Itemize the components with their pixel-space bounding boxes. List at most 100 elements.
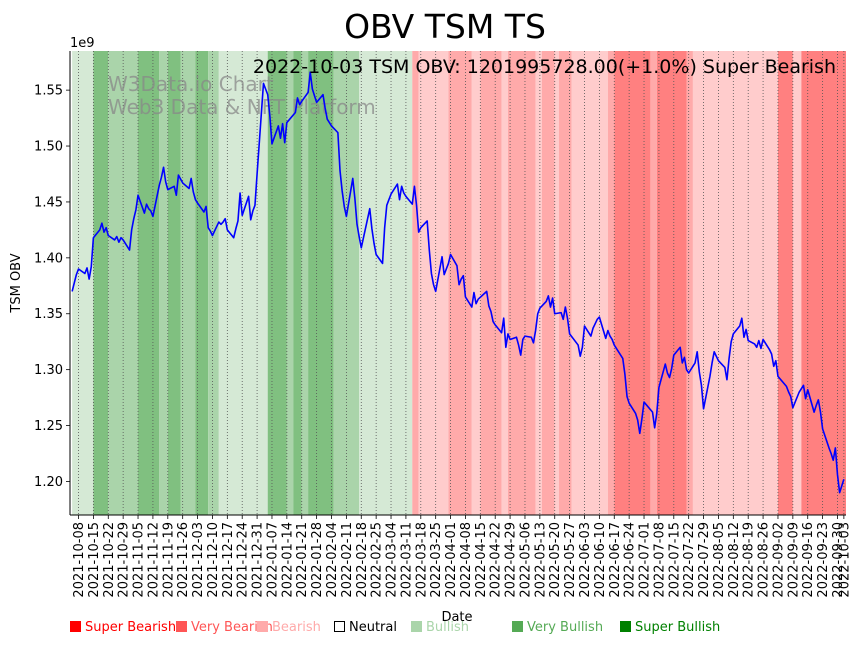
legend-item: Very Bullish (512, 620, 603, 635)
x-tick-label: 2021-10-15 (87, 522, 102, 598)
x-tick-label: 2022-09-23 (816, 522, 831, 598)
watermark: W3Data.io Chart Web3 Data & NFT Platform (108, 72, 376, 119)
x-tick-label: 2022-07-29 (697, 522, 712, 598)
legend-label: Very Bullish (527, 620, 604, 635)
x-tick-label: 2022-07-01 (638, 522, 653, 598)
x-tick-label: 2022-10-03 (837, 522, 852, 598)
legend-label: Super Bullish (635, 620, 721, 635)
x-tick-label: 2022-02-18 (355, 522, 370, 598)
x-tick-label: 2022-08-19 (742, 522, 757, 598)
x-tick-label: 2021-11-12 (146, 522, 161, 598)
legend-swatch (70, 621, 81, 632)
x-tick-label: 2022-06-24 (623, 522, 638, 598)
x-tick-label: 2022-03-18 (414, 522, 429, 598)
x-tick-label: 2022-01-21 (295, 522, 310, 598)
y-tick-label: 1.35 (34, 307, 63, 322)
axes-frame (69, 51, 846, 516)
x-tick-label: 2022-08-12 (727, 522, 742, 598)
x-tick-label: 2022-07-22 (682, 522, 697, 598)
band-20 (471, 51, 481, 515)
x-axis-label: Date (441, 610, 472, 625)
band-26 (554, 51, 559, 515)
legend-item: Bullish (411, 620, 469, 635)
band-12 (293, 51, 302, 515)
x-tick-label: 2021-12-17 (221, 522, 236, 598)
x-tick-label: 2022-09-09 (786, 522, 801, 598)
x-tick-label: 2021-11-26 (176, 522, 191, 598)
x-tick-label: 2021-11-05 (132, 522, 147, 598)
band-37 (801, 51, 846, 515)
band-22 (501, 51, 508, 515)
legend-swatch (257, 621, 268, 632)
x-tick-label: 2021-10-29 (117, 522, 132, 598)
x-tick-label: 2021-12-24 (236, 522, 251, 598)
y-tick-label: 1.40 (34, 251, 63, 266)
x-tick-label: 2022-01-07 (265, 522, 280, 598)
x-tick-label: 2022-08-26 (757, 522, 772, 598)
band-6 (180, 51, 196, 515)
band-25 (541, 51, 555, 515)
x-tick-label: 2022-06-17 (608, 522, 623, 598)
legend-label: Super Bearish (85, 620, 177, 635)
x-tick-label: 2022-01-14 (280, 522, 295, 598)
legend-item: Neutral (334, 620, 397, 635)
x-tick-label: 2022-04-15 (474, 522, 489, 598)
x-tick-label: 2022-04-01 (444, 522, 459, 598)
x-tick-label: 2022-03-11 (399, 522, 414, 598)
band-13 (301, 51, 309, 515)
x-tick-label: 2022-02-11 (340, 522, 355, 598)
sentiment-bands (72, 51, 846, 515)
series-line-0 (71, 71, 845, 494)
y-axis-ticks: 1.20 1.25 1.30 1.35 1.40 1.45 1.50 1.55 (34, 84, 70, 490)
x-tick-label: 2022-08-05 (712, 522, 727, 598)
band-21 (480, 51, 502, 515)
chart-title: OBV TSM TS (344, 7, 546, 46)
x-tick-label: 2021-10-08 (72, 522, 87, 598)
x-tick-label: 2022-07-08 (652, 522, 667, 598)
x-grid (78, 51, 845, 515)
x-tick-label: 2022-05-20 (548, 522, 563, 598)
legend-item: Super Bullish (620, 620, 720, 635)
x-tick-label: 2022-09-30 (831, 522, 846, 598)
chart-annotation: 2022-10-03 TSM OBV: 1201995728.00(+1.0%)… (253, 56, 836, 78)
y-tick-label: 1.55 (34, 84, 63, 99)
y-axis-label: TSM OBV (9, 253, 24, 313)
x-tick-label: 2022-02-25 (370, 522, 385, 598)
legend-swatch (411, 621, 422, 632)
x-tick-label: 2022-09-16 (801, 522, 816, 598)
x-tick-label: 2021-10-22 (102, 522, 117, 598)
watermark-line-2: Web3 Data & NFT Platform (108, 95, 376, 119)
watermark-line-1: W3Data.io Chart (108, 72, 274, 96)
x-tick-label: 2022-09-02 (771, 522, 786, 598)
band-4 (159, 51, 168, 515)
band-32 (656, 51, 687, 515)
x-tick-label: 2022-05-06 (518, 522, 533, 598)
y-tick-label: 1.20 (34, 475, 63, 490)
band-28 (571, 51, 608, 515)
obv-series (71, 71, 845, 494)
band-11 (286, 51, 294, 515)
band-10 (267, 51, 287, 515)
x-tick-label: 2022-06-03 (578, 522, 593, 598)
band-24 (535, 51, 542, 515)
band-34 (692, 51, 778, 515)
band-35 (777, 51, 793, 515)
legend-swatch (620, 621, 631, 632)
x-tick-label: 2022-07-15 (667, 522, 682, 598)
y-tick-label: 1.50 (34, 140, 63, 155)
y-tick-label: 1.30 (34, 363, 63, 378)
x-tick-label: 2021-12-31 (251, 522, 266, 598)
band-0 (72, 51, 94, 515)
band-30 (614, 51, 651, 515)
band-5 (167, 51, 181, 515)
x-tick-label: 2021-12-10 (206, 522, 221, 598)
legend-swatch (334, 621, 345, 632)
x-tick-label: 2022-06-10 (593, 522, 608, 598)
x-tick-label: 2022-03-25 (429, 522, 444, 598)
band-23 (507, 51, 536, 515)
x-tick-label: 2022-01-28 (310, 522, 325, 598)
band-14 (308, 51, 334, 515)
band-33 (686, 51, 693, 515)
legend-item: Super Bearish (70, 620, 176, 635)
legend-label: Neutral (349, 620, 397, 635)
